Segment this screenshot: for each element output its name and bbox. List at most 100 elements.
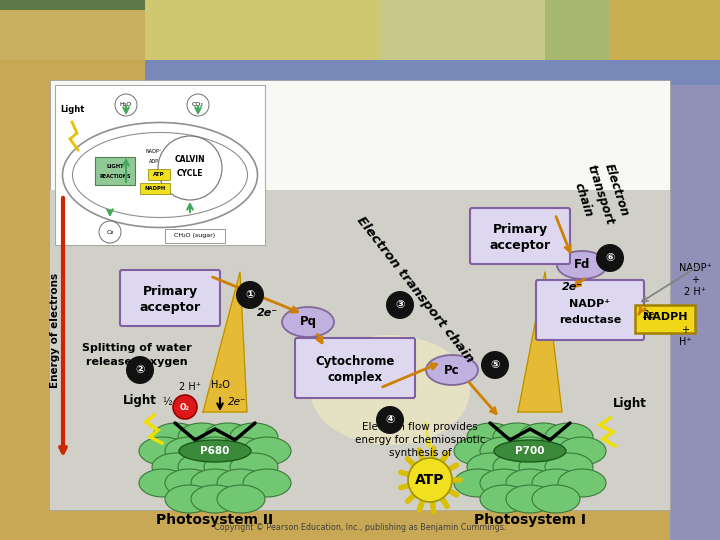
Bar xyxy=(145,0,700,60)
Text: Copyright © Pearson Education, Inc., publishing as Benjamin Cummings.: Copyright © Pearson Education, Inc., pub… xyxy=(214,523,506,532)
Ellipse shape xyxy=(243,437,291,465)
Text: Electron
transport
chain: Electron transport chain xyxy=(568,158,632,232)
Ellipse shape xyxy=(454,469,502,497)
Text: 2e⁻: 2e⁻ xyxy=(643,310,661,320)
Text: 2 H⁺: 2 H⁺ xyxy=(179,382,201,392)
Ellipse shape xyxy=(558,437,606,465)
Ellipse shape xyxy=(152,453,200,481)
Text: CO₂: CO₂ xyxy=(192,103,204,107)
Ellipse shape xyxy=(467,453,515,481)
Bar xyxy=(545,0,645,60)
Text: CYCLE: CYCLE xyxy=(176,168,203,178)
Text: reductase: reductase xyxy=(559,315,621,325)
Text: H₂O: H₂O xyxy=(120,103,132,107)
Ellipse shape xyxy=(454,437,502,465)
Text: Fd: Fd xyxy=(574,259,590,272)
Text: Pq: Pq xyxy=(300,315,317,328)
Text: ATP: ATP xyxy=(153,172,165,178)
Ellipse shape xyxy=(532,469,580,497)
Ellipse shape xyxy=(191,485,239,513)
Bar xyxy=(670,0,720,540)
Ellipse shape xyxy=(480,469,528,497)
Bar xyxy=(148,169,170,180)
Text: Electron flow provides: Electron flow provides xyxy=(362,422,478,432)
Text: synthesis of: synthesis of xyxy=(389,448,451,458)
Text: ②: ② xyxy=(135,365,145,375)
Ellipse shape xyxy=(506,469,554,497)
Bar xyxy=(380,0,575,60)
Ellipse shape xyxy=(493,423,541,451)
Bar xyxy=(95,157,135,185)
Circle shape xyxy=(236,281,264,309)
Ellipse shape xyxy=(426,355,478,385)
Ellipse shape xyxy=(545,453,593,481)
Text: 2e⁻: 2e⁻ xyxy=(562,282,582,292)
Circle shape xyxy=(596,244,624,272)
Text: NADPH: NADPH xyxy=(643,312,688,322)
Bar xyxy=(145,60,720,85)
Text: CH₂O (sugar): CH₂O (sugar) xyxy=(174,233,215,239)
Circle shape xyxy=(376,406,404,434)
Circle shape xyxy=(187,94,209,116)
Circle shape xyxy=(158,136,222,200)
Bar xyxy=(0,0,720,60)
Text: NADPH: NADPH xyxy=(145,186,166,192)
Ellipse shape xyxy=(557,251,607,279)
Bar xyxy=(50,80,670,510)
Ellipse shape xyxy=(506,437,554,465)
Ellipse shape xyxy=(282,307,334,337)
Text: ④: ④ xyxy=(385,415,395,425)
Bar xyxy=(50,190,670,510)
Text: NADP⁺: NADP⁺ xyxy=(146,149,162,154)
Circle shape xyxy=(408,458,452,502)
Text: 2e⁻: 2e⁻ xyxy=(228,397,246,407)
Bar xyxy=(610,0,720,60)
Text: ATP: ATP xyxy=(415,473,445,487)
Text: O₂: O₂ xyxy=(107,230,114,234)
Polygon shape xyxy=(518,272,562,412)
Polygon shape xyxy=(203,272,247,412)
Ellipse shape xyxy=(204,423,252,451)
Ellipse shape xyxy=(532,437,580,465)
Text: +: + xyxy=(691,275,699,285)
Ellipse shape xyxy=(230,423,278,451)
Ellipse shape xyxy=(139,469,187,497)
Text: Cytochrome: Cytochrome xyxy=(315,355,395,368)
Text: CALVIN: CALVIN xyxy=(175,156,205,165)
Text: complex: complex xyxy=(328,372,382,384)
Ellipse shape xyxy=(191,469,239,497)
Ellipse shape xyxy=(494,440,566,462)
Circle shape xyxy=(386,291,414,319)
Text: 2 H⁺: 2 H⁺ xyxy=(684,287,706,297)
Text: Light: Light xyxy=(123,394,157,407)
FancyBboxPatch shape xyxy=(470,208,570,264)
Text: ③: ③ xyxy=(395,300,405,310)
Ellipse shape xyxy=(178,423,226,451)
Text: acceptor: acceptor xyxy=(490,240,551,253)
Ellipse shape xyxy=(217,469,265,497)
Ellipse shape xyxy=(179,440,251,462)
Text: ADP: ADP xyxy=(149,159,159,164)
Ellipse shape xyxy=(178,453,226,481)
Ellipse shape xyxy=(165,437,213,465)
Text: Light: Light xyxy=(60,105,84,114)
Ellipse shape xyxy=(545,423,593,451)
Text: H⁺: H⁺ xyxy=(679,337,691,347)
Circle shape xyxy=(99,221,121,243)
Ellipse shape xyxy=(217,485,265,513)
Text: Energy of electrons: Energy of electrons xyxy=(50,273,60,388)
Text: ⑤: ⑤ xyxy=(490,360,500,370)
Ellipse shape xyxy=(310,335,470,445)
Text: Splitting of water: Splitting of water xyxy=(82,343,192,353)
Text: O₂: O₂ xyxy=(180,402,190,411)
Text: Primary: Primary xyxy=(143,286,197,299)
Ellipse shape xyxy=(230,453,278,481)
Circle shape xyxy=(126,356,154,384)
FancyBboxPatch shape xyxy=(295,338,415,398)
Text: energy for chemiosmotic: energy for chemiosmotic xyxy=(355,435,485,445)
Text: Primary: Primary xyxy=(492,224,548,237)
Text: Photosystem II: Photosystem II xyxy=(156,513,274,527)
Ellipse shape xyxy=(204,453,252,481)
Text: Photosystem I: Photosystem I xyxy=(474,513,586,527)
Ellipse shape xyxy=(467,423,515,451)
